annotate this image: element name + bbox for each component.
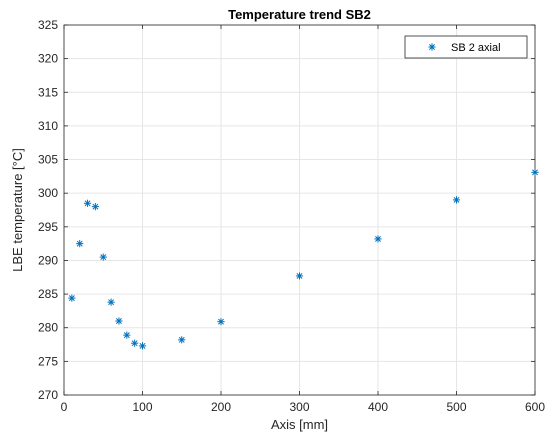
legend: SB 2 axial bbox=[404, 35, 528, 59]
x-axis-label: Axis [mm] bbox=[271, 417, 328, 432]
y-tick-label: 325 bbox=[38, 18, 58, 32]
legend-marker-symbol bbox=[428, 43, 436, 51]
data-points bbox=[68, 168, 539, 350]
x-tick-label: 200 bbox=[211, 400, 231, 414]
y-axis: 270 275 280 285 290 295 300 305 310 315 320 325 bbox=[38, 18, 535, 402]
data-point bbox=[123, 331, 131, 339]
y-tick-label: 300 bbox=[38, 186, 58, 200]
legend-marker bbox=[428, 43, 436, 51]
y-tick-label: 270 bbox=[38, 388, 58, 402]
x-tick-label: 400 bbox=[368, 400, 388, 414]
legend-box bbox=[404, 35, 528, 59]
data-point bbox=[452, 196, 461, 204]
data-point bbox=[178, 336, 186, 344]
y-tick-label: 315 bbox=[38, 85, 58, 99]
data-point bbox=[76, 240, 84, 248]
data-point bbox=[217, 318, 225, 326]
y-tick-label: 305 bbox=[38, 153, 58, 167]
y-tick-label: 285 bbox=[38, 287, 58, 301]
data-point bbox=[531, 168, 539, 176]
y-tick-label: 310 bbox=[38, 119, 58, 133]
x-tick-label: 100 bbox=[132, 400, 152, 414]
y-tick-label: 275 bbox=[38, 354, 58, 368]
data-point bbox=[91, 203, 99, 211]
x-tick-label: 0 bbox=[61, 400, 68, 414]
y-tick-label: 280 bbox=[38, 321, 58, 335]
data-point bbox=[374, 235, 382, 243]
y-tick-label: 295 bbox=[38, 220, 58, 234]
chart-title: Temperature trend SB2 bbox=[228, 7, 371, 22]
data-point bbox=[115, 317, 123, 325]
x-tick-label: 500 bbox=[446, 400, 466, 414]
data-point bbox=[107, 298, 115, 306]
data-point bbox=[131, 339, 139, 347]
y-axis-label: LBE temperature [°C] bbox=[10, 148, 25, 272]
x-tick-label: 600 bbox=[525, 400, 545, 414]
data-point bbox=[138, 342, 147, 350]
x-tick-label: 300 bbox=[289, 400, 309, 414]
x-axis: 0 100 200 300 400 500 600 bbox=[61, 25, 545, 414]
legend-label: SB 2 axial bbox=[451, 42, 501, 54]
data-point bbox=[99, 253, 107, 261]
y-tick-label: 320 bbox=[38, 52, 58, 66]
data-point bbox=[83, 199, 92, 207]
data-point bbox=[68, 294, 76, 302]
y-tick-label: 290 bbox=[38, 253, 58, 267]
data-point bbox=[295, 272, 304, 280]
